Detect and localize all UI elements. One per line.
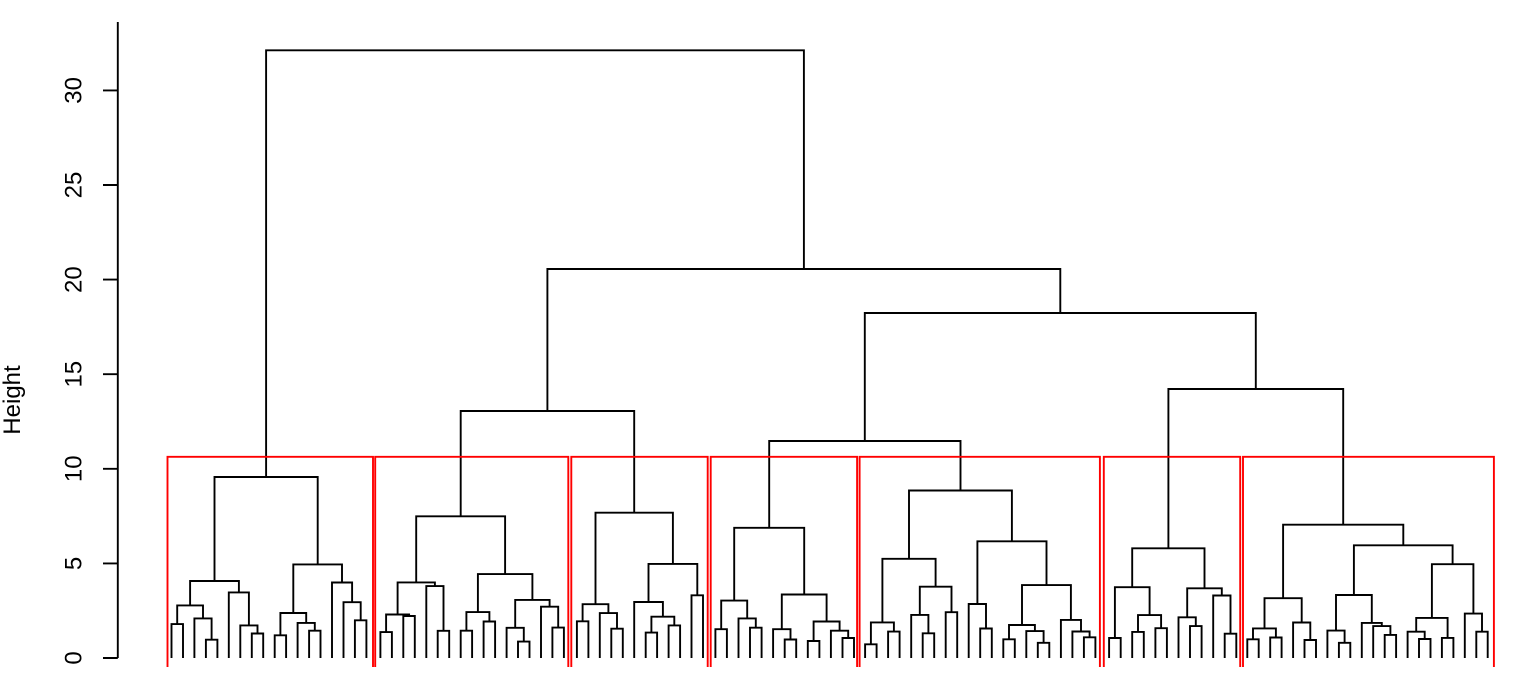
svg-text:5: 5	[61, 557, 88, 570]
svg-text:0: 0	[61, 651, 88, 664]
svg-text:20: 20	[61, 266, 88, 293]
svg-text:25: 25	[61, 172, 88, 199]
svg-text:10: 10	[61, 455, 88, 482]
svg-text:Height: Height	[0, 365, 26, 435]
svg-text:15: 15	[61, 361, 88, 388]
svg-text:30: 30	[61, 77, 88, 104]
